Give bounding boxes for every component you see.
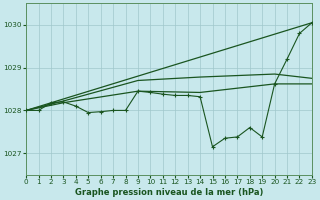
X-axis label: Graphe pression niveau de la mer (hPa): Graphe pression niveau de la mer (hPa): [75, 188, 263, 197]
